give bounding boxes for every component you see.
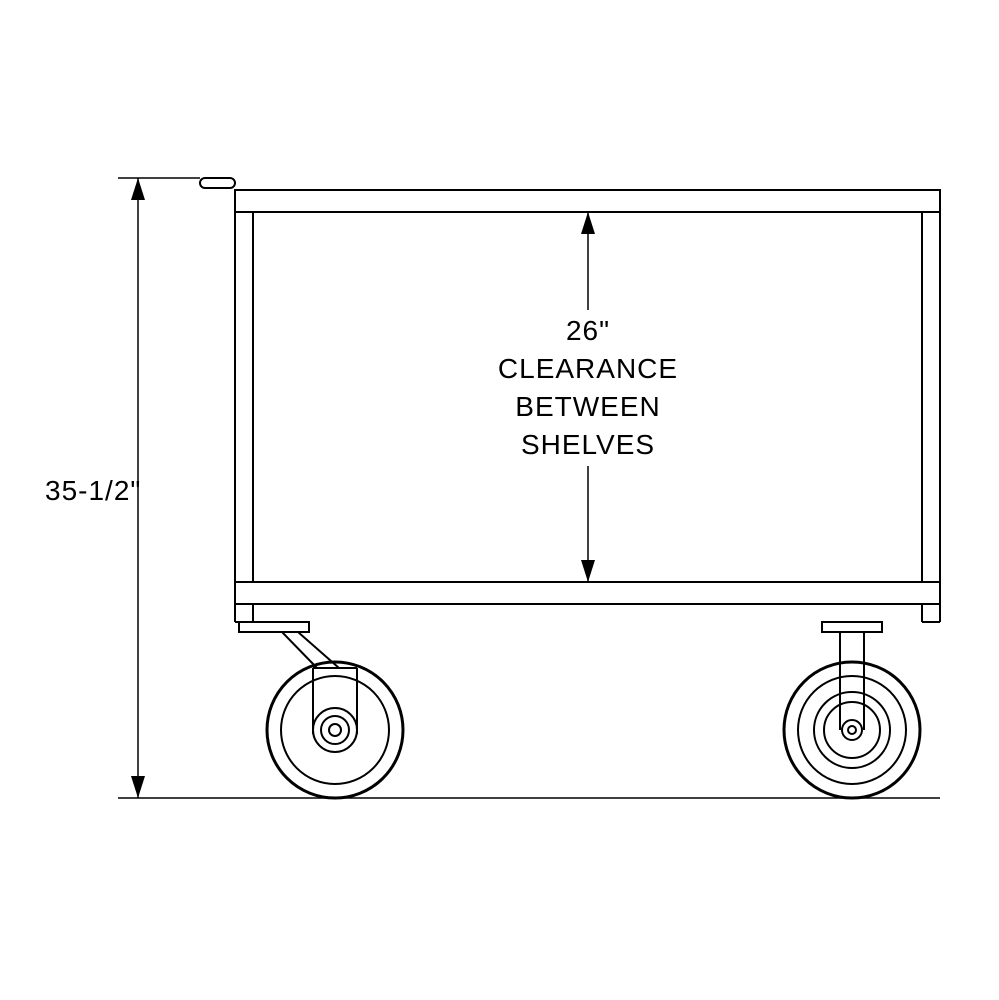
clearance-label-line: CLEARANCE xyxy=(498,353,678,384)
clearance-label-line: BETWEEN xyxy=(515,391,660,422)
clearance-label-line: 26" xyxy=(566,315,610,346)
clearance-label-line: SHELVES xyxy=(521,429,655,460)
overall-height-label: 35-1/2" xyxy=(45,475,141,506)
